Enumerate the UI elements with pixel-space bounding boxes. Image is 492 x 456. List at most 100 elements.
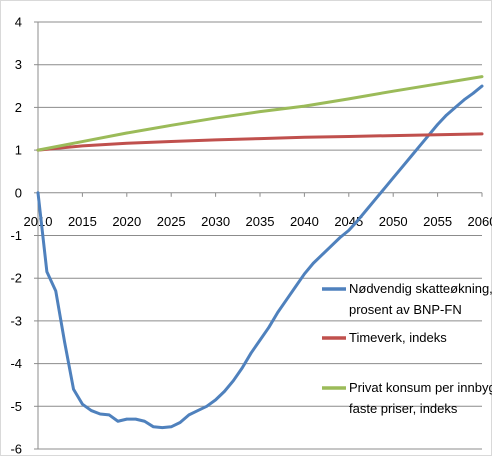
data-point-series-1 (98, 412, 102, 416)
data-point-series-1 (454, 106, 457, 109)
data-point-series-1 (294, 285, 297, 288)
data-point-series-1 (116, 420, 120, 423)
x-tick-label: 2030 (201, 214, 230, 229)
data-point-series-2 (81, 144, 84, 148)
data-point-series-1 (232, 379, 235, 382)
legend-label-3: Privat konsum per innbygger, (349, 380, 492, 395)
legend-label-2: Timeverk, indeks (349, 330, 447, 345)
data-point-series-1 (365, 208, 368, 212)
data-point-series-3 (392, 89, 395, 93)
data-point-series-1 (329, 244, 333, 248)
data-point-series-1 (152, 425, 155, 428)
data-point-series-3 (303, 104, 306, 108)
y-tick-label: -6 (10, 442, 22, 456)
data-point-series-1 (36, 191, 40, 194)
data-point-series-1 (436, 123, 439, 126)
data-point-series-1 (90, 409, 93, 412)
x-tick-label: 2055 (423, 214, 452, 229)
data-point-series-3 (436, 82, 439, 86)
data-point-series-2 (125, 142, 128, 145)
data-point-series-1 (214, 398, 217, 402)
data-point-series-1 (445, 113, 448, 117)
data-point-series-1 (338, 236, 342, 239)
x-tick-label: 2010 (24, 214, 53, 229)
data-point-series-3 (258, 110, 262, 113)
data-point-series-3 (170, 124, 173, 127)
data-point-series-1 (409, 155, 413, 158)
data-point-series-1 (72, 388, 75, 391)
x-tick-label: 2050 (379, 214, 408, 229)
data-point-series-1 (303, 272, 306, 276)
x-tick-label: 2060 (468, 214, 492, 229)
y-tick-label: 3 (15, 57, 22, 72)
data-point-series-3 (480, 75, 484, 78)
y-tick-label: 0 (15, 185, 22, 200)
data-point-series-2 (480, 132, 484, 136)
x-tick-label: 2035 (246, 214, 275, 229)
y-tick-label: -1 (10, 228, 22, 243)
x-tick-label: 2040 (290, 214, 319, 229)
data-point-series-1 (196, 409, 200, 412)
data-point-series-3 (214, 116, 217, 120)
data-point-series-1 (356, 219, 359, 222)
data-point-series-1 (312, 262, 315, 265)
data-point-series-1 (143, 420, 146, 423)
data-point-series-2 (170, 140, 173, 143)
x-tick-label: 2025 (157, 214, 186, 229)
data-point-series-2 (258, 137, 262, 140)
data-point-series-3 (125, 131, 128, 135)
legend-label-3: faste priser, indeks (349, 401, 458, 416)
data-point-series-1 (249, 351, 253, 355)
y-tick-label: -2 (10, 271, 22, 286)
data-point-series-1 (400, 165, 404, 169)
data-point-series-1 (480, 84, 484, 88)
x-tick-label: 2045 (334, 214, 363, 229)
data-point-series-2 (303, 136, 306, 139)
data-point-series-1 (205, 405, 208, 408)
data-point-series-1 (285, 298, 288, 301)
data-point-series-1 (267, 326, 271, 329)
data-point-series-1 (463, 98, 466, 101)
data-point-series-1 (392, 176, 395, 180)
data-point-series-1 (81, 402, 84, 406)
data-point-series-1 (383, 187, 386, 190)
data-point-series-1 (347, 229, 350, 232)
data-point-series-3 (347, 97, 350, 101)
y-tick-label: -5 (10, 399, 22, 414)
y-tick-label: 1 (15, 143, 22, 158)
data-point-series-1 (125, 417, 128, 421)
data-point-series-2 (347, 135, 350, 138)
data-point-series-2 (392, 134, 395, 137)
data-point-series-2 (214, 138, 217, 142)
data-point-series-1 (258, 338, 262, 342)
data-point-series-1 (170, 425, 173, 428)
data-point-series-3 (36, 148, 40, 152)
data-point-series-1 (223, 390, 226, 393)
data-point-series-1 (374, 198, 377, 201)
data-point-series-1 (241, 366, 244, 370)
y-tick-label: -3 (10, 313, 22, 328)
data-point-series-1 (471, 92, 475, 95)
legend-label-1: prosent av BNP-FN (349, 302, 462, 317)
data-point-series-1 (45, 270, 49, 273)
y-tick-label: -4 (10, 356, 22, 371)
data-point-series-2 (436, 133, 439, 136)
legend-label-1: Nødvendig skatteøkning, (349, 281, 492, 296)
data-point-series-1 (54, 289, 57, 293)
data-point-series-1 (320, 253, 324, 256)
data-point-series-1 (161, 426, 164, 429)
data-point-series-1 (178, 421, 182, 424)
data-point-series-1 (107, 413, 111, 417)
data-point-series-1 (276, 311, 279, 314)
data-point-series-1 (418, 144, 422, 148)
data-point-series-1 (187, 413, 191, 417)
y-tick-label: 4 (15, 15, 22, 30)
x-tick-label: 2020 (112, 214, 141, 229)
data-point-series-3 (81, 140, 84, 143)
y-tick-label: 2 (15, 100, 22, 115)
data-point-series-1 (134, 417, 137, 421)
data-point-series-1 (63, 341, 66, 344)
x-tick-label: 2015 (68, 214, 97, 229)
